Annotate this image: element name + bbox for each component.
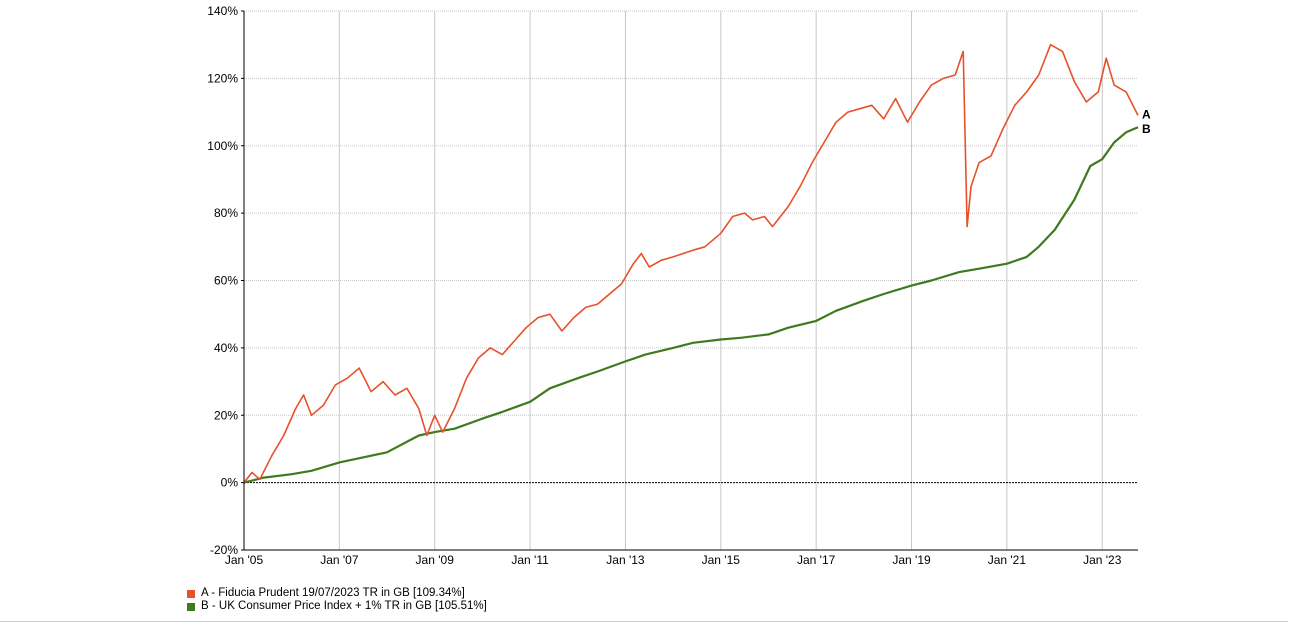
legend-label-a: A - Fiducia Prudent 19/07/2023 TR in GB … <box>201 587 465 599</box>
y-tick-label: 20% <box>214 408 238 422</box>
legend-label-b: B - UK Consumer Price Index + 1% TR in G… <box>201 600 487 612</box>
y-tick-label: 100% <box>207 139 238 153</box>
x-tick-label: Jan '19 <box>892 553 931 567</box>
axes <box>241 10 1138 551</box>
legend-item-a: A - Fiducia Prudent 19/07/2023 TR in GB … <box>187 587 487 600</box>
y-tick-label: 0% <box>221 476 239 490</box>
y-tick-label: 80% <box>214 206 238 220</box>
x-tick-label: Jan '23 <box>1083 553 1122 567</box>
x-tick-label: Jan '17 <box>797 553 836 567</box>
x-tick-label: Jan '11 <box>511 553 549 567</box>
series-end-label-b: B <box>1142 122 1151 136</box>
legend-swatch-b <box>187 602 195 611</box>
y-tick-label: 120% <box>207 71 238 85</box>
x-tick-label: Jan '07 <box>320 553 359 567</box>
x-tick-label: Jan '15 <box>702 553 741 567</box>
y-tick-label: -20% <box>210 543 238 557</box>
series-end-labels: BA <box>1142 107 1151 136</box>
y-tick-label: 60% <box>214 274 238 288</box>
x-tick-label: Jan '21 <box>988 553 1027 567</box>
y-tick-label: 140% <box>207 4 238 18</box>
x-tick-label: Jan '05 <box>225 553 264 567</box>
series-line-b <box>243 126 1139 484</box>
y-tick-label: 40% <box>214 341 238 355</box>
x-axis-tick-labels: Jan '05 Jan '07 Jan '09 Jan '11 Jan '13 Jan '… <box>225 553 1122 567</box>
series-line-a <box>243 43 1139 484</box>
bottom-divider <box>0 621 1288 622</box>
legend-swatch-a <box>187 589 195 598</box>
grid-lines <box>244 10 1138 551</box>
series-end-label-a: A <box>1142 107 1151 121</box>
series-lines <box>243 43 1139 484</box>
y-axis-tick-labels: -20% 0% 20% 40% 60% 80% 100% 120% 140% <box>207 4 238 557</box>
legend-item-b: B - UK Consumer Price Index + 1% TR in G… <box>187 600 487 613</box>
x-tick-label: Jan '13 <box>606 553 645 567</box>
x-tick-label: Jan '09 <box>416 553 455 567</box>
chart-legend: A - Fiducia Prudent 19/07/2023 TR in GB … <box>187 587 487 613</box>
